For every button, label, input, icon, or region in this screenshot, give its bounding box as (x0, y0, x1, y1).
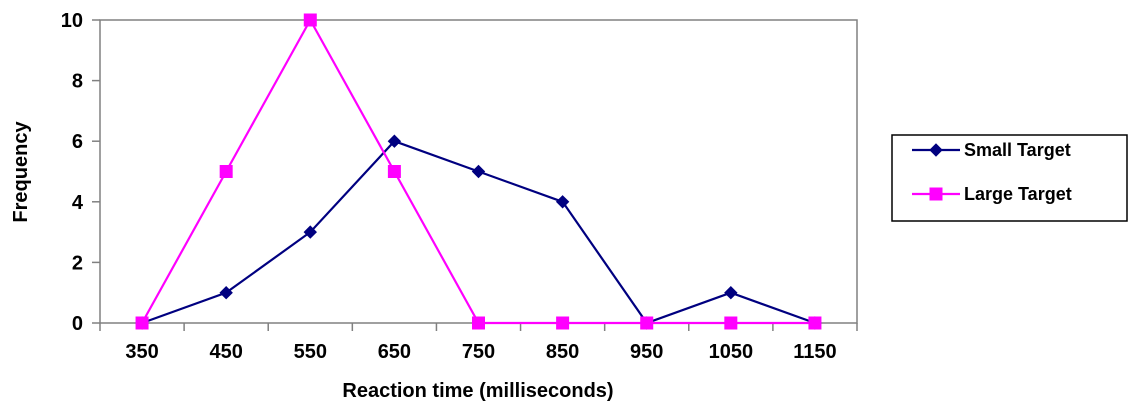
marker-square (387, 165, 401, 178)
y-axis-title: Frequency (10, 121, 32, 223)
series-layer (135, 13, 822, 330)
x-tick-label: 350 (125, 341, 158, 363)
legend-label: Small Target (964, 140, 1071, 160)
x-tick-label: 750 (462, 341, 495, 363)
y-axis: 0 2 4 6 8 10 (61, 10, 100, 335)
y-tick-label: 2 (72, 252, 83, 274)
marker-diamond (724, 285, 738, 300)
marker-diamond (471, 164, 486, 179)
marker-diamond (929, 143, 943, 157)
legend-box (891, 134, 1128, 222)
y-tick-label: 8 (72, 71, 83, 93)
marker-square (640, 316, 654, 330)
x-tick-label: 450 (209, 341, 242, 363)
marker-square (303, 13, 317, 27)
legend-item: Large Target (912, 184, 1072, 204)
marker-square (724, 316, 738, 330)
x-tick-label: 1150 (793, 341, 836, 363)
x-tick-label: 550 (294, 341, 327, 363)
y-tick-label: 0 (72, 313, 83, 335)
series-large-target (135, 13, 822, 330)
marker-diamond (303, 225, 317, 239)
legend-item: Small Target (912, 140, 1071, 160)
marker-diamond (555, 195, 570, 209)
marker-square (929, 187, 943, 201)
marker-square (472, 316, 485, 330)
marker-square (556, 316, 570, 330)
marker-square (135, 316, 149, 330)
marker-square (808, 316, 822, 330)
x-axis-title: Reaction time (milliseconds) (342, 380, 613, 402)
x-tick-label: 650 (378, 341, 411, 363)
marker-diamond (387, 134, 402, 148)
x-tick-label: 1050 (709, 341, 754, 363)
legend-label: Large Target (964, 184, 1072, 204)
marker-square (219, 165, 233, 178)
y-tick-label: 10 (61, 10, 83, 32)
y-tick-label: 6 (72, 131, 83, 153)
x-axis: 350 450 550 650 750 850 950 1050 1150 (99, 323, 858, 363)
x-tick-label: 850 (546, 341, 579, 363)
marker-diamond (219, 285, 233, 300)
x-tick-label: 950 (630, 341, 663, 363)
y-tick-label: 4 (72, 192, 84, 214)
legend: Small Target Large Target (891, 134, 1128, 222)
